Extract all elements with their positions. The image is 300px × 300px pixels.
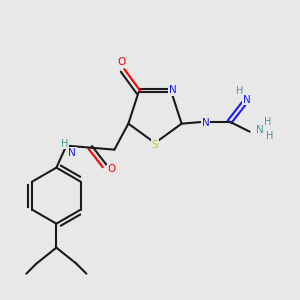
Text: H: H	[264, 117, 271, 127]
Text: O: O	[107, 164, 116, 174]
Text: N: N	[243, 95, 250, 105]
Text: S: S	[152, 140, 158, 150]
Text: H: H	[266, 131, 273, 141]
Text: H: H	[61, 139, 68, 149]
Text: O: O	[117, 57, 126, 67]
Text: H: H	[236, 86, 243, 96]
Text: N: N	[169, 85, 176, 95]
Text: N: N	[202, 118, 209, 128]
Text: N: N	[68, 148, 76, 158]
Text: N: N	[256, 125, 263, 135]
